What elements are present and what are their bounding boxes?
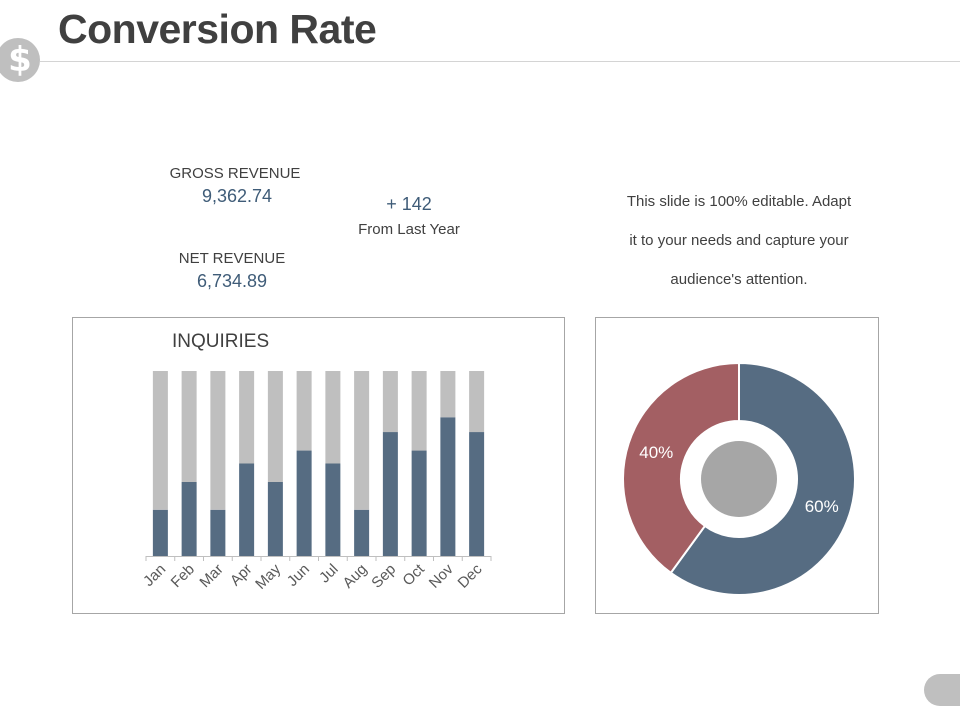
- description-line-1: This slide is 100% editable. Adapt: [626, 193, 852, 210]
- bar-nov-series-2: [440, 371, 456, 418]
- bar-jun-series-2: [296, 371, 312, 451]
- donut-slice-2: [622, 361, 740, 575]
- title-divider: [40, 61, 960, 62]
- bar-nov-series-1: [440, 417, 456, 556]
- year-change-value: + 142: [386, 194, 432, 214]
- x-tick-label-oct: Oct: [399, 560, 428, 589]
- bar-apr-series-1: [239, 463, 255, 556]
- bar-feb-series-2: [181, 371, 197, 482]
- bar-mar-series-2: [210, 371, 226, 510]
- year-change-label: From Last Year: [358, 221, 460, 238]
- bar-may-series-1: [267, 482, 283, 556]
- x-tick-label-sep: Sep: [368, 561, 399, 592]
- bar-mar-series-1: [210, 509, 226, 556]
- x-tick-label-feb: Feb: [168, 561, 198, 591]
- x-tick-label-jul: Jul: [316, 561, 342, 587]
- bar-oct-series-1: [411, 450, 427, 556]
- page-title: Conversion Rate: [58, 6, 377, 52]
- x-tick-label-apr: Apr: [227, 561, 256, 590]
- dollar-icon: $: [0, 38, 40, 82]
- slide-nav-pill[interactable]: [924, 674, 960, 706]
- bar-oct-series-2: [411, 371, 427, 451]
- x-tick-label-jun: Jun: [284, 561, 313, 590]
- gross-revenue-label: GROSS REVENUE: [169, 165, 301, 182]
- bar-sep-series-1: [382, 432, 398, 556]
- x-tick-label-aug: Aug: [340, 561, 371, 592]
- dollar-symbol: $: [8, 40, 32, 80]
- bar-dec-series-1: [469, 432, 485, 556]
- x-tick-label-may: May: [252, 560, 284, 592]
- bar-jan-series-2: [152, 371, 168, 510]
- x-tick-label-dec: Dec: [455, 560, 486, 591]
- bar-aug-series-1: [354, 509, 370, 556]
- donut-label-2: 40%: [639, 443, 673, 462]
- bar-may-series-2: [267, 371, 283, 482]
- donut-label-1: 60%: [805, 497, 839, 516]
- bar-jun-series-1: [296, 450, 312, 556]
- donut-slice-1: [669, 361, 856, 596]
- net-revenue-label: NET REVENUE: [178, 250, 286, 267]
- x-tick-label-nov: Nov: [426, 560, 457, 591]
- bar-sep-series-2: [382, 371, 398, 433]
- donut-center-circle: [701, 441, 777, 517]
- inquiries-chart-title: INQUIRIES: [172, 331, 270, 352]
- bar-feb-series-1: [181, 482, 197, 556]
- description-line-2: it to your needs and capture your: [629, 232, 849, 249]
- bar-jul-series-1: [325, 463, 341, 556]
- slide-description: This slide is 100% editable. Adapt it to…: [598, 182, 880, 299]
- bar-jan-series-1: [152, 509, 168, 556]
- bar-apr-series-2: [239, 371, 255, 464]
- x-tick-label-jan: Jan: [140, 561, 169, 590]
- bar-aug-series-2: [354, 371, 370, 510]
- bar-dec-series-2: [469, 371, 485, 433]
- bar-jul-series-2: [325, 371, 341, 464]
- net-revenue-value: 6,734.89: [196, 271, 268, 291]
- gross-revenue-value: 9,362.74: [201, 186, 273, 206]
- description-line-3: audience's attention.: [670, 271, 808, 288]
- x-tick-label-mar: Mar: [196, 561, 226, 591]
